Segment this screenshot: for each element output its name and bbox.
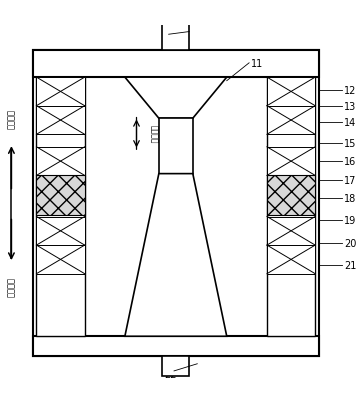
Text: 运动行程: 运动行程 <box>149 125 158 143</box>
Bar <box>36 148 85 176</box>
Polygon shape <box>125 78 227 119</box>
Bar <box>267 217 315 245</box>
Text: 11: 11 <box>251 58 263 69</box>
Bar <box>36 78 85 337</box>
Text: 17: 17 <box>344 175 356 185</box>
Bar <box>36 106 85 135</box>
Bar <box>162 25 189 51</box>
Bar <box>267 78 315 106</box>
Bar <box>36 245 85 274</box>
Bar <box>33 51 319 78</box>
Bar <box>267 78 315 337</box>
Bar <box>33 337 319 356</box>
Bar <box>267 245 315 274</box>
Bar <box>267 176 315 215</box>
Text: 16: 16 <box>344 157 356 167</box>
Bar <box>159 119 193 174</box>
Bar <box>267 148 315 176</box>
Text: 22: 22 <box>164 369 177 379</box>
Text: 14: 14 <box>344 117 356 128</box>
Polygon shape <box>125 174 227 337</box>
Bar <box>36 176 85 215</box>
Bar <box>36 217 85 245</box>
Bar <box>267 106 315 135</box>
Text: 10: 10 <box>170 30 183 40</box>
Text: 19: 19 <box>344 216 356 225</box>
Text: 分闸方向: 分闸方向 <box>7 276 16 297</box>
Text: 12: 12 <box>344 85 356 95</box>
Text: 18: 18 <box>344 193 356 203</box>
Bar <box>33 51 319 356</box>
Text: 合闸方向: 合闸方向 <box>7 109 16 129</box>
Bar <box>36 78 85 106</box>
Text: 13: 13 <box>344 101 356 111</box>
Text: 21: 21 <box>344 260 356 270</box>
Text: 20: 20 <box>344 239 356 249</box>
Text: 15: 15 <box>344 139 356 149</box>
Bar <box>162 356 189 375</box>
